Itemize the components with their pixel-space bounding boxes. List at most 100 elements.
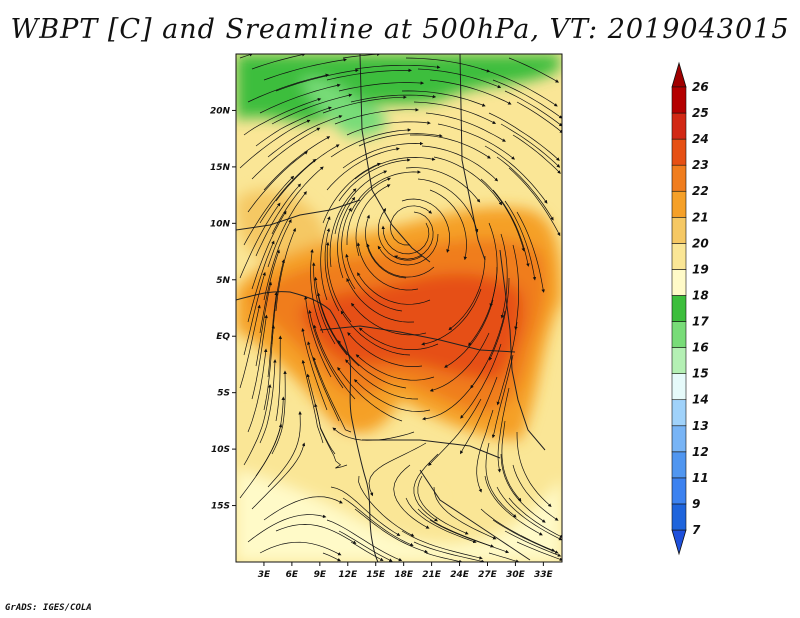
- streamline: [365, 214, 407, 279]
- streamline: [326, 519, 403, 562]
- colorbar-segment: [671, 86, 687, 114]
- streamline: [421, 288, 482, 346]
- streamline: [353, 379, 431, 412]
- streamline: [389, 205, 433, 246]
- lon-tick-label: 27E: [478, 570, 498, 580]
- streamline: [484, 475, 543, 536]
- streamline: [322, 95, 407, 114]
- streamline: [492, 519, 559, 554]
- lat-tick-label: 15S: [211, 502, 230, 512]
- colorbar-segment: [671, 112, 687, 140]
- lon-tick-label: 12E: [338, 570, 358, 580]
- streamline: [271, 370, 287, 455]
- streamline: [251, 54, 306, 70]
- streamline: [259, 359, 277, 444]
- streamline: [314, 403, 348, 469]
- lat-tick-label: 5S: [217, 389, 230, 399]
- streamline: [307, 341, 340, 422]
- colorbar-label: 18: [692, 288, 709, 302]
- colorbar-over-arrow: [671, 61, 687, 88]
- streamline: [429, 519, 510, 554]
- colorbar-segment: [671, 373, 687, 401]
- streamline: [405, 167, 481, 203]
- streamline: [512, 244, 520, 331]
- latitude-axis: 20N 15N 10N 5N EQ 5S 10S 15S: [210, 106, 236, 512]
- streamline: [255, 183, 302, 257]
- streamline: [444, 299, 494, 368]
- streamline: [417, 178, 479, 233]
- streamline: [377, 208, 423, 261]
- streamline: [356, 242, 419, 291]
- colorbar-label: 25: [692, 106, 709, 120]
- streamline: [326, 147, 400, 191]
- streamline: [358, 327, 439, 350]
- streamline: [429, 332, 490, 392]
- streamline: [275, 227, 296, 312]
- colorbar-label: 9: [692, 497, 700, 511]
- streamline: [326, 68, 412, 81]
- streamline: [247, 240, 275, 323]
- streamline: [413, 541, 485, 562]
- streamline: [354, 64, 441, 70]
- streamline: [433, 486, 497, 540]
- streamline: [345, 359, 419, 400]
- streamline: [496, 486, 562, 541]
- streamline: [401, 530, 483, 560]
- streamline: [417, 508, 495, 548]
- streamline: [301, 327, 328, 411]
- streamline: [263, 496, 343, 521]
- streamline: [337, 340, 407, 389]
- lon-tick-label: 15E: [366, 570, 386, 580]
- streamline: [401, 90, 486, 107]
- colorbar-label: 17: [692, 315, 709, 329]
- lon-tick-label: 24E: [450, 570, 470, 580]
- streamline: [239, 54, 254, 59]
- lat-tick-label: 10N: [210, 219, 231, 229]
- streamline: [500, 123, 561, 168]
- streamline: [437, 123, 515, 160]
- streamline: [338, 158, 411, 202]
- streamline: [342, 497, 414, 547]
- streamline: [239, 423, 283, 499]
- colorbar-label: 11: [692, 471, 709, 485]
- lon-tick-label: 6E: [286, 570, 299, 580]
- streamline: [251, 210, 287, 290]
- lon-tick-label: 3E: [258, 570, 271, 580]
- streamline: [267, 291, 278, 378]
- colorbar-segment: [671, 347, 687, 374]
- streamline: [409, 134, 491, 159]
- streamline: [275, 144, 340, 202]
- streamline: [381, 222, 430, 255]
- streamline: [512, 464, 559, 521]
- colorbar-label: 7: [692, 523, 701, 537]
- streamline: [468, 266, 498, 347]
- streamline: [504, 90, 562, 127]
- streamline: [429, 189, 468, 261]
- streamline: [247, 151, 308, 213]
- streamline: [516, 431, 552, 507]
- streamline: [425, 112, 506, 142]
- lat-tick-label: 15N: [210, 163, 231, 173]
- streamline: [357, 272, 431, 305]
- streamline: [448, 255, 486, 331]
- streamline: [251, 314, 268, 400]
- lon-tick-label: 21E: [422, 570, 442, 580]
- streamline: [480, 68, 558, 107]
- colorbar-label: 19: [692, 262, 709, 276]
- streamline: [259, 541, 342, 556]
- streamline: [417, 475, 469, 535]
- colorbar-segment: [671, 425, 687, 453]
- streamline: [340, 310, 411, 356]
- streamline: [347, 332, 423, 367]
- colorbar-segment: [671, 295, 687, 322]
- streamline: [263, 136, 331, 191]
- streamline: [267, 115, 343, 158]
- streamline: [330, 128, 412, 158]
- streamline: [271, 166, 324, 235]
- colorbar-segment: [671, 321, 687, 348]
- streamline: [334, 170, 388, 235]
- colorbar-label: 12: [692, 445, 709, 459]
- streamline: [504, 200, 537, 281]
- colorbar-under-arrow: [671, 529, 687, 556]
- streamline: [259, 83, 341, 114]
